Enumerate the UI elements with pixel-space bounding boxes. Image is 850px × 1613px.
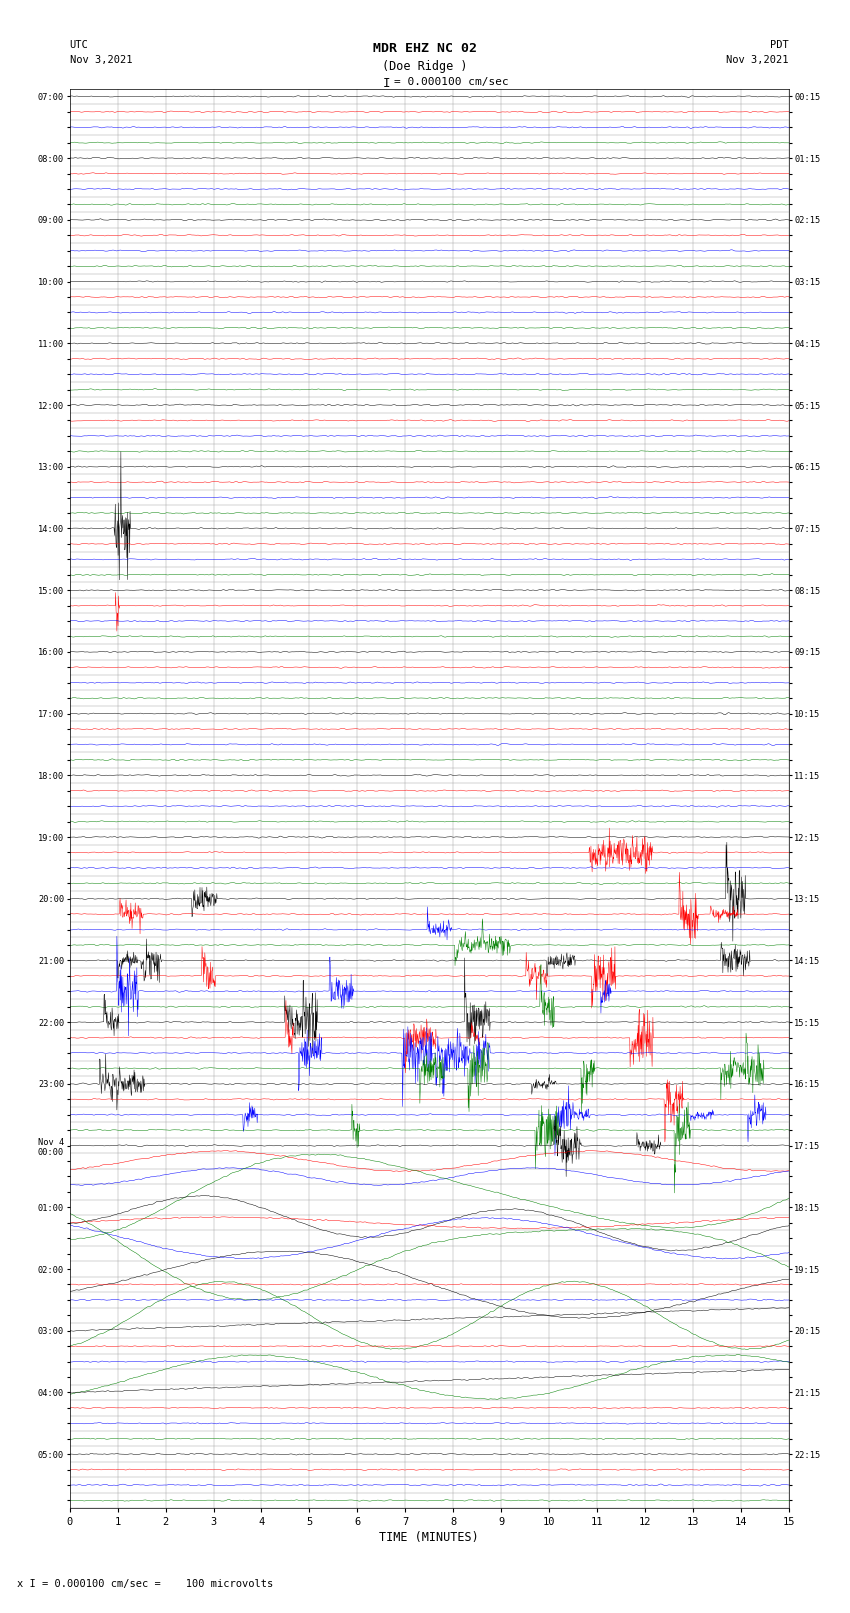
Text: Nov 3,2021: Nov 3,2021: [726, 55, 789, 65]
Text: (Doe Ridge ): (Doe Ridge ): [382, 60, 468, 73]
Text: MDR EHZ NC 02: MDR EHZ NC 02: [373, 42, 477, 55]
Text: = 0.000100 cm/sec: = 0.000100 cm/sec: [394, 77, 508, 87]
X-axis label: TIME (MINUTES): TIME (MINUTES): [379, 1531, 479, 1544]
Text: I: I: [383, 77, 390, 90]
Text: PDT: PDT: [770, 40, 789, 50]
Text: x I = 0.000100 cm/sec =    100 microvolts: x I = 0.000100 cm/sec = 100 microvolts: [17, 1579, 273, 1589]
Text: Nov 3,2021: Nov 3,2021: [70, 55, 133, 65]
Text: UTC: UTC: [70, 40, 88, 50]
